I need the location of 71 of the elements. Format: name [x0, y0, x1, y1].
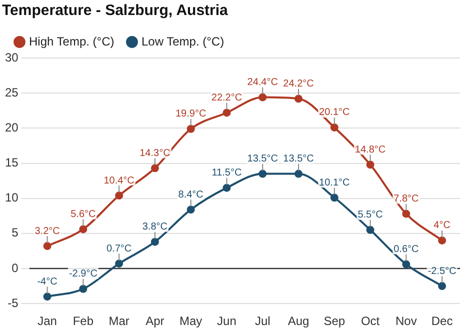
data-label: 19.9°C: [176, 108, 206, 120]
data-label: 5.6°C: [70, 208, 96, 220]
point: [258, 170, 267, 178]
chart-title: Temperature - Salzburg, Austria: [2, 2, 229, 20]
data-label: 4°C: [434, 220, 450, 232]
point: [115, 260, 124, 268]
y-tick-label: 25: [4, 85, 19, 100]
point: [186, 124, 195, 133]
point: [43, 242, 52, 250]
data-label: 3.8°C: [142, 222, 168, 233]
x-tick-label: May: [180, 314, 202, 328]
point: [222, 108, 231, 117]
point: [79, 284, 88, 293]
y-tick-label: 5: [12, 226, 19, 240]
point: [150, 238, 159, 246]
data-label: 10.1°C: [319, 177, 350, 188]
x-tick-label: Feb: [72, 314, 94, 328]
data-label: 11.5°C: [212, 168, 242, 179]
x-tick-label: Mar: [108, 314, 130, 328]
x-tick-label: Oct: [360, 314, 380, 328]
data-label: 24.4°C: [247, 77, 278, 88]
point: [366, 226, 374, 234]
point: [438, 282, 446, 290]
y-tick-label: -5: [8, 296, 19, 310]
x-tick-label: Dec: [431, 314, 453, 328]
data-label: -4°C: [37, 276, 58, 288]
point: [438, 236, 446, 244]
data-label: 24.2°C: [283, 78, 314, 90]
y-tick-label: 30: [4, 50, 19, 64]
data-label: 13.5°C: [283, 154, 314, 165]
data-label: 20.1°C: [319, 107, 350, 118]
x-tick-label: Aug: [288, 314, 310, 328]
point: [43, 292, 52, 301]
data-label: 7.8°C: [394, 194, 419, 205]
data-label: -2.9°C: [68, 268, 98, 280]
legend-label: High Temp. (°C): [29, 34, 114, 48]
x-tick-label: Jul: [254, 314, 270, 328]
y-tick-label: 10: [4, 190, 19, 205]
point: [402, 210, 410, 218]
y-tick-label: 20: [4, 120, 19, 134]
point: [294, 170, 303, 178]
y-tick-label: 0: [12, 260, 19, 275]
y-tick-label: 15: [4, 156, 19, 170]
data-label: 13.5°C: [247, 154, 278, 165]
data-label: 10.4°C: [104, 175, 134, 186]
x-tick-label: Jun: [217, 314, 236, 328]
x-tick-label: Apr: [146, 314, 164, 328]
data-label: 14.8°C: [354, 144, 386, 156]
data-label: 0.6°C: [394, 244, 419, 256]
data-label: 14.3°C: [140, 148, 170, 159]
point: [294, 94, 303, 103]
point: [79, 225, 88, 234]
x-tick-label: Sep: [324, 314, 346, 328]
legend-label: Low Temp. (°C): [141, 34, 224, 48]
point: [330, 123, 338, 132]
data-label: 3.2°C: [34, 226, 60, 237]
data-label: 8.4°C: [178, 189, 204, 200]
data-label: 5.5°C: [358, 210, 383, 221]
point: [186, 206, 195, 214]
x-tick-label: Nov: [395, 314, 417, 328]
point: [330, 194, 338, 202]
point: [366, 160, 374, 169]
point: [115, 192, 124, 200]
data-label: -2.5°C: [428, 266, 456, 277]
point: [402, 260, 410, 268]
point: [222, 184, 231, 192]
data-label: 22.2°C: [211, 92, 242, 104]
x-tick-label: Jan: [38, 314, 57, 328]
point: [258, 93, 267, 102]
data-label: 0.7°C: [106, 243, 132, 254]
point: [150, 164, 159, 172]
